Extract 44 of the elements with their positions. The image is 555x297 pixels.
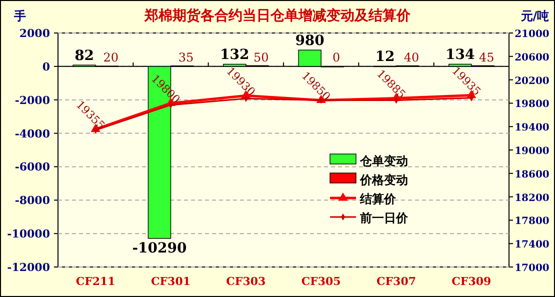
y2-tick-label: 19400 bbox=[514, 122, 550, 134]
y2-tick-label: 20600 bbox=[514, 52, 550, 64]
y-tick-label: 2000 bbox=[19, 27, 50, 40]
y2-tick-label: 21000 bbox=[514, 29, 550, 40]
y-tick-label: 0 bbox=[42, 60, 50, 74]
data-label: 20 bbox=[103, 50, 118, 64]
legend-label: 前一日价 bbox=[359, 211, 409, 225]
y2-tick-label: 18600 bbox=[514, 169, 550, 180]
x-tick-label: CF301 bbox=[150, 275, 191, 288]
y2-tick-label: 17800 bbox=[514, 216, 550, 228]
data-label: 980 bbox=[295, 33, 325, 50]
data-label: 40 bbox=[404, 50, 420, 64]
legend-label: 仓单变动 bbox=[359, 154, 408, 168]
y2-tick-label: 19000 bbox=[514, 146, 550, 157]
y-tick-label: -6000 bbox=[14, 160, 50, 174]
y2-axis-title: 元/吨 bbox=[520, 9, 550, 23]
y-tick-label: -8000 bbox=[14, 194, 50, 208]
data-label: 35 bbox=[178, 50, 194, 64]
chart-title: 郑棉期货各合约当日仓单增减变动及结算价 bbox=[144, 7, 412, 24]
y-tick-label: -2000 bbox=[14, 94, 50, 107]
data-label: 82 bbox=[74, 48, 94, 64]
y-axis-title: 手 bbox=[13, 9, 26, 23]
y2-tick-label: 20200 bbox=[514, 76, 550, 87]
y2-tick-label: 17000 bbox=[514, 263, 550, 274]
data-label: 132 bbox=[220, 47, 250, 64]
y2-tick-label: 17400 bbox=[514, 240, 550, 251]
x-tick-label: CF309 bbox=[452, 275, 492, 288]
data-label: 12 bbox=[375, 49, 395, 66]
y-tick-label: -10000 bbox=[7, 228, 50, 241]
y2-tick-label: 18200 bbox=[514, 192, 550, 204]
data-label: 134 bbox=[446, 47, 476, 64]
data-label: 0 bbox=[332, 50, 340, 64]
x-tick-label: CF307 bbox=[376, 275, 416, 288]
y-tick-label: -4000 bbox=[14, 127, 50, 140]
x-tick-label: CF305 bbox=[301, 275, 341, 288]
x-tick-label: CF211 bbox=[76, 275, 116, 288]
data-label: -10290 bbox=[132, 240, 187, 256]
legend-label: 结算价 bbox=[359, 192, 397, 206]
y2-tick-label: 19800 bbox=[514, 99, 550, 110]
legend-label: 价格变动 bbox=[359, 173, 408, 187]
data-label: 50 bbox=[254, 50, 269, 64]
x-tick-label: CF303 bbox=[226, 275, 266, 288]
data-label: 45 bbox=[479, 50, 494, 64]
y-tick-label: -12000 bbox=[7, 261, 50, 274]
